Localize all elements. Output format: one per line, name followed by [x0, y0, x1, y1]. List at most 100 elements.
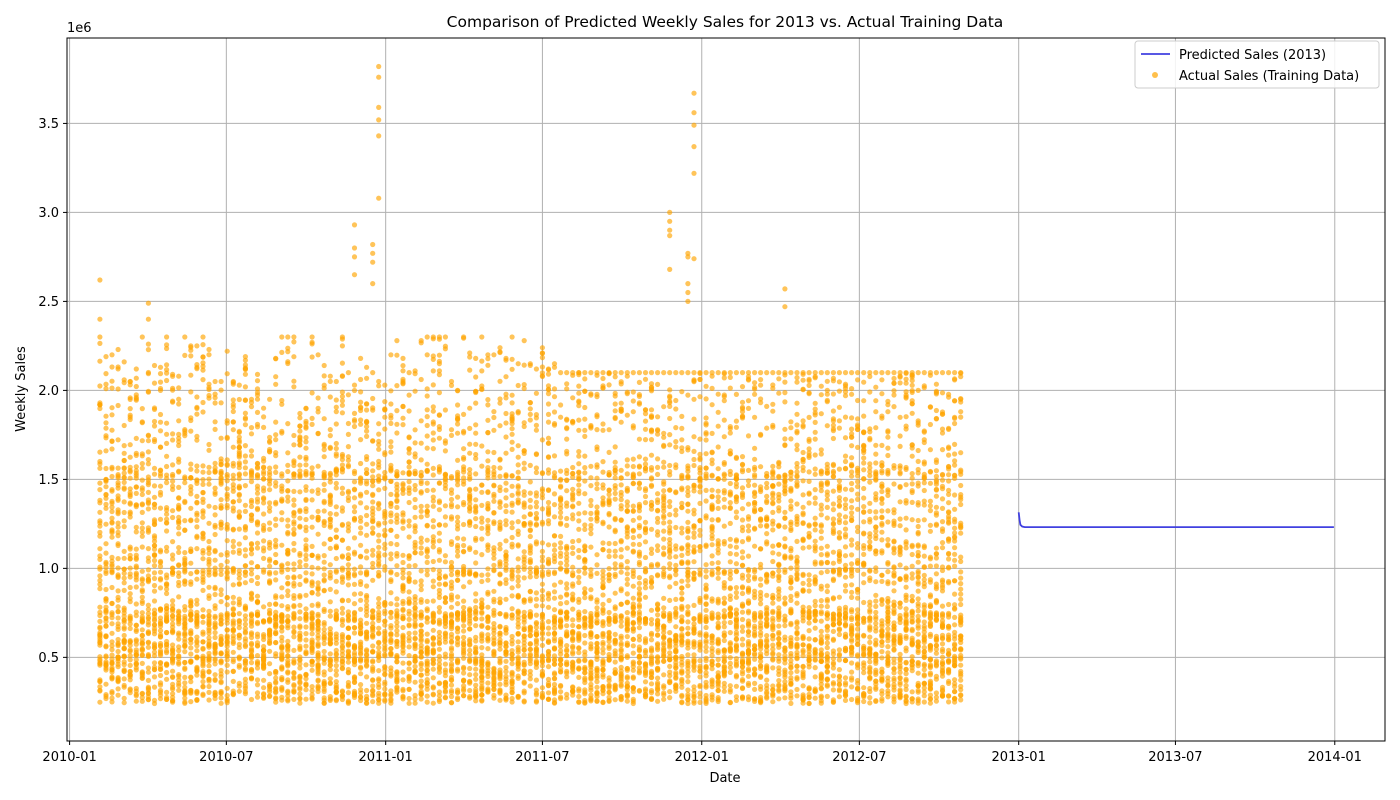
actual-sales-point	[224, 653, 230, 659]
actual-sales-point	[109, 660, 115, 666]
actual-sales-point	[139, 406, 145, 412]
actual-sales-point	[436, 605, 442, 611]
actual-sales-point	[412, 658, 418, 664]
actual-sales-point	[103, 693, 109, 700]
actual-sales-point	[509, 534, 515, 541]
actual-sales-point	[509, 525, 515, 531]
actual-sales-point	[151, 483, 158, 489]
actual-sales-point	[436, 557, 442, 563]
actual-sales-point	[145, 640, 151, 646]
actual-sales-point	[279, 694, 285, 700]
actual-sales-point	[321, 648, 327, 655]
actual-sales-point	[273, 516, 279, 522]
actual-sales-point	[164, 586, 170, 592]
actual-sales-point	[582, 543, 588, 549]
actual-sales-point	[261, 555, 267, 562]
actual-sales-point	[388, 569, 394, 575]
actual-sales-point	[564, 451, 570, 457]
actual-sales-point	[218, 633, 224, 639]
actual-sales-point	[564, 370, 570, 376]
actual-sales-point	[448, 682, 455, 688]
actual-sales-point	[170, 539, 176, 545]
actual-sales-point	[224, 627, 230, 633]
actual-sales-point	[321, 481, 327, 487]
actual-sales-point	[376, 684, 382, 691]
actual-sales-point	[588, 617, 594, 623]
actual-sales-point	[533, 390, 540, 396]
actual-sales-point	[188, 466, 194, 472]
actual-sales-point	[515, 660, 521, 667]
actual-sales-point	[254, 396, 261, 402]
actual-sales-point	[261, 414, 267, 420]
actual-sales-point	[491, 627, 497, 633]
actual-sales-point	[448, 604, 455, 610]
actual-sales-point	[448, 490, 455, 496]
actual-sales-point	[164, 572, 170, 578]
actual-sales-point	[551, 559, 558, 565]
actual-sales-point	[121, 499, 127, 505]
actual-sales-point	[127, 486, 133, 492]
actual-sales-point	[491, 635, 497, 641]
actual-sales-point	[570, 688, 576, 694]
actual-sales-point	[509, 569, 515, 575]
actual-sales-point	[176, 579, 182, 585]
actual-sales-point	[509, 678, 515, 685]
actual-sales-point	[303, 682, 309, 688]
actual-sales-point	[345, 642, 351, 648]
actual-sales-point	[455, 577, 461, 583]
actual-sales-point	[424, 699, 430, 705]
actual-sales-point	[248, 642, 255, 648]
actual-sales-point	[145, 449, 151, 455]
actual-sales-point	[339, 410, 345, 416]
actual-sales-point	[382, 407, 388, 413]
actual-sales-point	[285, 592, 291, 599]
actual-sales-point	[521, 575, 527, 581]
actual-sales-point	[145, 457, 151, 463]
actual-sales-point	[533, 612, 540, 618]
actual-sales-point	[157, 618, 164, 625]
actual-sales-point	[533, 504, 540, 510]
actual-sales-point	[345, 545, 351, 552]
actual-sales-point	[273, 577, 279, 583]
actual-sales-point	[315, 669, 321, 675]
actual-sales-point	[388, 527, 394, 533]
actual-sales-point	[436, 689, 442, 695]
actual-sales-point	[448, 541, 455, 548]
actual-sales-point	[564, 568, 570, 574]
actual-sales-point	[188, 372, 194, 378]
actual-sales-point	[218, 567, 224, 573]
actual-sales-point	[527, 504, 533, 510]
actual-sales-point	[406, 623, 412, 629]
actual-sales-point	[412, 514, 418, 520]
actual-sales-point	[242, 465, 248, 471]
actual-sales-point	[212, 547, 218, 554]
actual-sales-point	[376, 572, 382, 579]
actual-sales-point	[473, 516, 479, 522]
actual-sales-point	[424, 567, 430, 574]
actual-sales-point	[430, 666, 436, 672]
actual-sales-point	[364, 428, 370, 434]
actual-sales-point	[394, 488, 400, 494]
actual-sales-point	[400, 688, 406, 694]
actual-sales-point	[370, 608, 376, 614]
actual-sales-point	[151, 613, 158, 619]
actual-sales-point	[254, 574, 261, 581]
actual-sales-point	[212, 504, 218, 511]
actual-sales-point	[97, 520, 103, 526]
actual-sales-point	[527, 411, 533, 417]
actual-sales-point	[236, 688, 242, 694]
actual-sales-point	[455, 514, 461, 520]
actual-sales-point	[430, 465, 436, 471]
actual-sales-point	[267, 449, 273, 455]
actual-sales-point	[182, 427, 188, 433]
actual-sales-point	[230, 600, 236, 606]
actual-sales-point	[436, 653, 442, 660]
actual-sales-point	[527, 661, 533, 667]
actual-sales-point	[267, 648, 273, 654]
actual-sales-point	[467, 672, 473, 678]
actual-sales-point	[230, 678, 236, 685]
actual-sales-point	[424, 559, 430, 566]
actual-sales-point	[236, 683, 242, 689]
actual-sales-point	[285, 450, 291, 456]
actual-sales-point	[236, 460, 242, 466]
